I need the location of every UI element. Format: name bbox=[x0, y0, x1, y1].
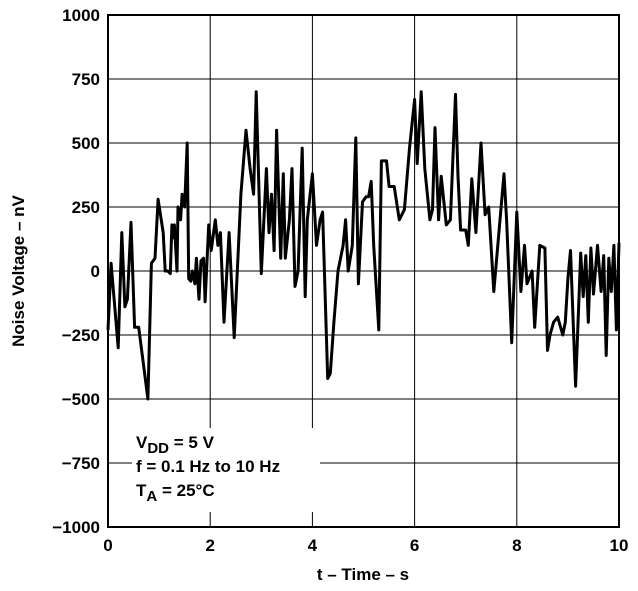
x-tick-label: 8 bbox=[512, 536, 521, 555]
y-tick-label: −1000 bbox=[52, 518, 100, 537]
annotation-subscript: A bbox=[146, 488, 157, 505]
y-tick-label: 1000 bbox=[62, 6, 100, 25]
y-tick-label: 250 bbox=[72, 198, 100, 217]
y-tick-label: 750 bbox=[72, 70, 100, 89]
y-tick-label: −750 bbox=[62, 454, 100, 473]
annotation-text: = 25°C bbox=[157, 481, 214, 500]
annotation-text: V bbox=[136, 433, 148, 452]
x-tick-label: 10 bbox=[610, 536, 629, 555]
x-tick-label: 0 bbox=[103, 536, 112, 555]
annotation-text: = 5 V bbox=[169, 433, 215, 452]
noise-line bbox=[106, 90, 621, 401]
annotation: TA = 25°C bbox=[136, 481, 215, 505]
x-axis-label: t – Time – s bbox=[317, 565, 409, 584]
annotation: VDD = 5 V bbox=[136, 433, 215, 457]
x-tick-label: 2 bbox=[205, 536, 214, 555]
y-tick-label: 500 bbox=[72, 134, 100, 153]
plot-frame bbox=[107, 14, 620, 528]
annotation-text: T bbox=[136, 481, 147, 500]
annotation-text: f = 0.1 Hz to 10 Hz bbox=[136, 457, 280, 476]
x-tick-label: 4 bbox=[308, 536, 318, 555]
x-tick-label: 6 bbox=[410, 536, 419, 555]
y-tick-label: −250 bbox=[62, 326, 100, 345]
annotation: f = 0.1 Hz to 10 Hz bbox=[136, 457, 280, 476]
annotation-background bbox=[132, 428, 320, 512]
y-axis-label: Noise Voltage – nV bbox=[9, 194, 28, 346]
y-tick-label: 0 bbox=[91, 262, 100, 281]
y-tick-label: −500 bbox=[62, 390, 100, 409]
annotation-subscript: DD bbox=[147, 440, 169, 457]
